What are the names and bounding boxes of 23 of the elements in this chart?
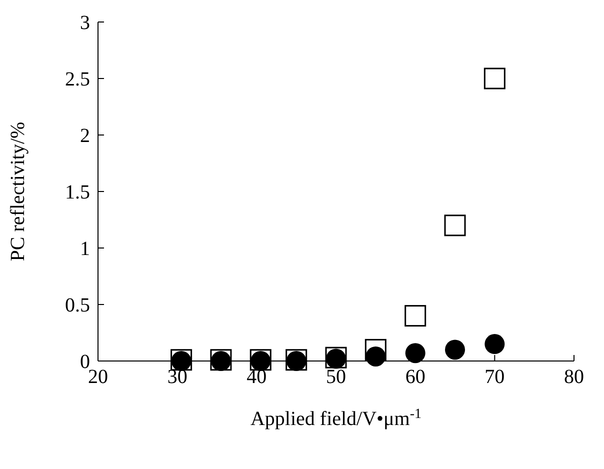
x-tick-label: 50 — [326, 366, 346, 388]
y-tick-label: 3 — [80, 12, 90, 34]
y-tick-label: 0 — [80, 351, 90, 374]
y-tick-label: 2 — [80, 125, 90, 148]
y-tick-label: 0.5 — [65, 294, 90, 317]
point — [444, 214, 466, 236]
x-tick-label: 80 — [564, 366, 584, 388]
point — [445, 340, 465, 360]
x-tick-label: 70 — [484, 366, 505, 388]
x-axis-title: Applied field/V•μm$^{-1}$ — [250, 406, 422, 430]
point — [484, 334, 505, 354]
y-tick-label: 2.5 — [65, 68, 90, 91]
x-tick-label: 40 — [246, 366, 267, 388]
y-tick-label: 1 — [80, 238, 90, 260]
x-tick-label: 30 — [167, 366, 188, 388]
point — [404, 305, 426, 327]
point — [366, 346, 386, 366]
point — [405, 343, 426, 364]
y-tick-label: 1.5 — [65, 182, 90, 204]
point — [484, 68, 506, 90]
x-tick-label: 20 — [88, 366, 108, 388]
x-tick-label: 60 — [405, 366, 426, 388]
y-axis-title: PC reflectivity/% — [7, 122, 29, 262]
